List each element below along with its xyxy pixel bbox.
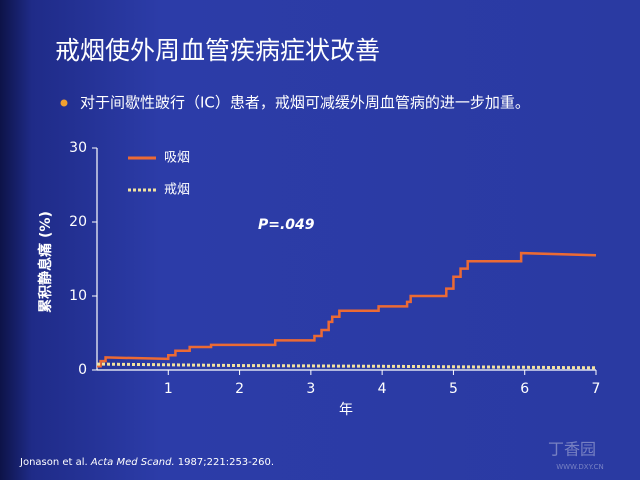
bullet-dot — [60, 99, 68, 107]
x-axis-label: 年 — [339, 402, 353, 418]
legend-label: 吸烟 — [164, 151, 190, 166]
series-line — [97, 251, 597, 368]
x-tick-label: 7 — [592, 381, 601, 397]
watermark: 丁香园 — [548, 440, 596, 459]
x-tick-label: 1 — [164, 381, 173, 397]
slide-title: 戒烟使外周血管疾病症状改善 — [55, 36, 380, 65]
y-tick-label: 20 — [69, 214, 87, 230]
x-tick-label: 3 — [306, 381, 315, 397]
footnote-part: Jonason et al. — [19, 457, 91, 468]
footnote-part: 1987;221:253-260. — [175, 457, 274, 468]
x-tick-label: 4 — [378, 381, 387, 397]
annotation: P=.049 — [258, 217, 315, 233]
x-tick-label: 2 — [235, 381, 244, 397]
footnote: Jonason et al. Acta Med Scand. 1987;221:… — [19, 457, 274, 468]
watermark-url: WWW.DXY.CN — [556, 463, 604, 471]
y-tick-label: 30 — [69, 140, 87, 156]
footnote-part: Acta Med Scand. — [90, 457, 175, 468]
legend-label: 戒烟 — [164, 183, 190, 198]
bullet-text: 对于间歇性跛行（IC）患者，戒烟可减缓外周血管病的进一步加重。 — [80, 94, 530, 112]
series-line — [96, 362, 597, 370]
x-tick-label: 6 — [520, 381, 529, 397]
y-tick-label: 10 — [69, 288, 87, 304]
x-tick-label: 5 — [449, 381, 458, 397]
y-tick-label: 0 — [78, 362, 87, 378]
y-axis-label: 累积静息痛 (%) — [37, 211, 54, 313]
